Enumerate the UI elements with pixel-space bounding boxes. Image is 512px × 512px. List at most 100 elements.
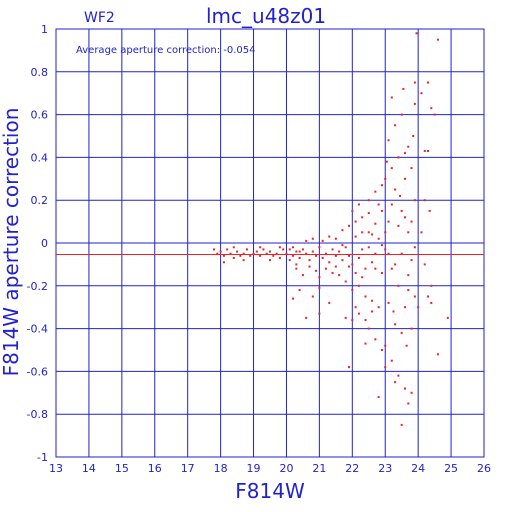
data-point xyxy=(380,244,383,247)
x-tick-labels: 13 14 15 16 17 18 19 20 21 22 23 24 25 26 xyxy=(49,462,491,475)
data-point xyxy=(367,212,370,215)
data-point xyxy=(374,190,377,193)
data-point xyxy=(367,327,370,330)
plot-frame xyxy=(55,28,485,458)
y-tick-label: 0.6 xyxy=(31,109,49,122)
x-tick-label: 24 xyxy=(411,462,425,475)
data-point xyxy=(338,250,341,253)
y-tick-label: -0.4 xyxy=(27,323,48,336)
data-point xyxy=(428,209,431,212)
data-point xyxy=(403,216,406,219)
y-tick-label: 0.2 xyxy=(31,194,49,207)
data-point xyxy=(226,248,229,251)
data-point xyxy=(239,254,242,257)
data-point xyxy=(394,263,397,266)
data-point xyxy=(282,248,285,251)
data-point xyxy=(400,252,403,255)
data-point xyxy=(292,297,295,300)
data-point xyxy=(384,366,387,369)
data-point xyxy=(318,312,321,315)
data-point xyxy=(351,289,354,292)
data-points xyxy=(213,32,449,426)
data-point xyxy=(384,231,387,234)
x-tick-label: 22 xyxy=(345,462,359,475)
data-point xyxy=(348,265,351,268)
chart-title: lmc_u48z01 xyxy=(206,4,326,28)
data-point xyxy=(403,152,406,155)
data-point xyxy=(318,276,321,279)
x-tick-label: 26 xyxy=(477,462,491,475)
data-point xyxy=(344,246,347,249)
data-point xyxy=(430,107,433,110)
data-point xyxy=(292,246,295,249)
data-point xyxy=(213,248,216,251)
data-point xyxy=(390,203,393,206)
data-point xyxy=(298,289,301,292)
data-point xyxy=(232,246,235,249)
data-point xyxy=(308,265,311,268)
data-point xyxy=(269,259,271,262)
data-point xyxy=(361,231,364,234)
data-point xyxy=(311,250,314,253)
data-point xyxy=(377,396,380,399)
data-point xyxy=(413,81,416,84)
data-point xyxy=(403,177,406,180)
data-point xyxy=(328,235,331,238)
x-tick-label: 19 xyxy=(247,462,261,475)
x-tick-label: 15 xyxy=(115,462,129,475)
data-point xyxy=(301,248,304,251)
data-point xyxy=(364,342,367,345)
data-point xyxy=(285,252,288,255)
data-point xyxy=(292,254,295,257)
data-point xyxy=(410,220,413,223)
data-point xyxy=(351,319,354,322)
data-point xyxy=(405,344,408,347)
data-point xyxy=(295,263,298,266)
data-point xyxy=(242,252,245,255)
data-point xyxy=(364,295,367,298)
data-point xyxy=(374,222,377,225)
data-point xyxy=(413,102,416,105)
data-point xyxy=(216,252,219,255)
data-point xyxy=(402,87,405,90)
data-point xyxy=(384,248,387,251)
data-point xyxy=(324,267,327,270)
data-point xyxy=(387,220,390,223)
y-tick-label: 0 xyxy=(41,237,48,250)
data-point xyxy=(278,246,281,249)
data-point xyxy=(403,387,406,390)
data-point xyxy=(357,312,360,315)
data-point xyxy=(415,32,418,35)
data-point xyxy=(433,113,436,116)
data-point xyxy=(361,248,364,251)
data-point xyxy=(361,276,364,279)
data-point xyxy=(367,231,370,234)
data-point xyxy=(288,248,291,251)
y-axis-title: F814W aperture correction xyxy=(0,108,23,377)
data-point xyxy=(348,366,351,369)
data-point xyxy=(315,254,318,257)
data-point xyxy=(394,188,397,191)
data-point xyxy=(371,261,374,264)
data-point xyxy=(219,250,222,253)
data-point xyxy=(354,235,357,238)
data-point xyxy=(357,256,360,259)
data-point xyxy=(354,271,357,274)
data-point xyxy=(311,295,314,298)
data-point xyxy=(377,203,380,206)
data-point xyxy=(328,301,331,304)
data-point xyxy=(400,209,403,212)
data-point xyxy=(407,145,410,148)
data-point xyxy=(380,271,383,274)
data-point xyxy=(427,149,430,152)
data-point xyxy=(305,239,308,242)
data-point xyxy=(229,252,232,255)
data-point xyxy=(423,199,426,202)
data-point xyxy=(371,233,374,236)
data-point xyxy=(265,252,268,255)
data-point xyxy=(308,259,311,262)
data-point xyxy=(354,220,357,223)
data-point xyxy=(380,349,383,351)
data-point xyxy=(341,229,344,232)
